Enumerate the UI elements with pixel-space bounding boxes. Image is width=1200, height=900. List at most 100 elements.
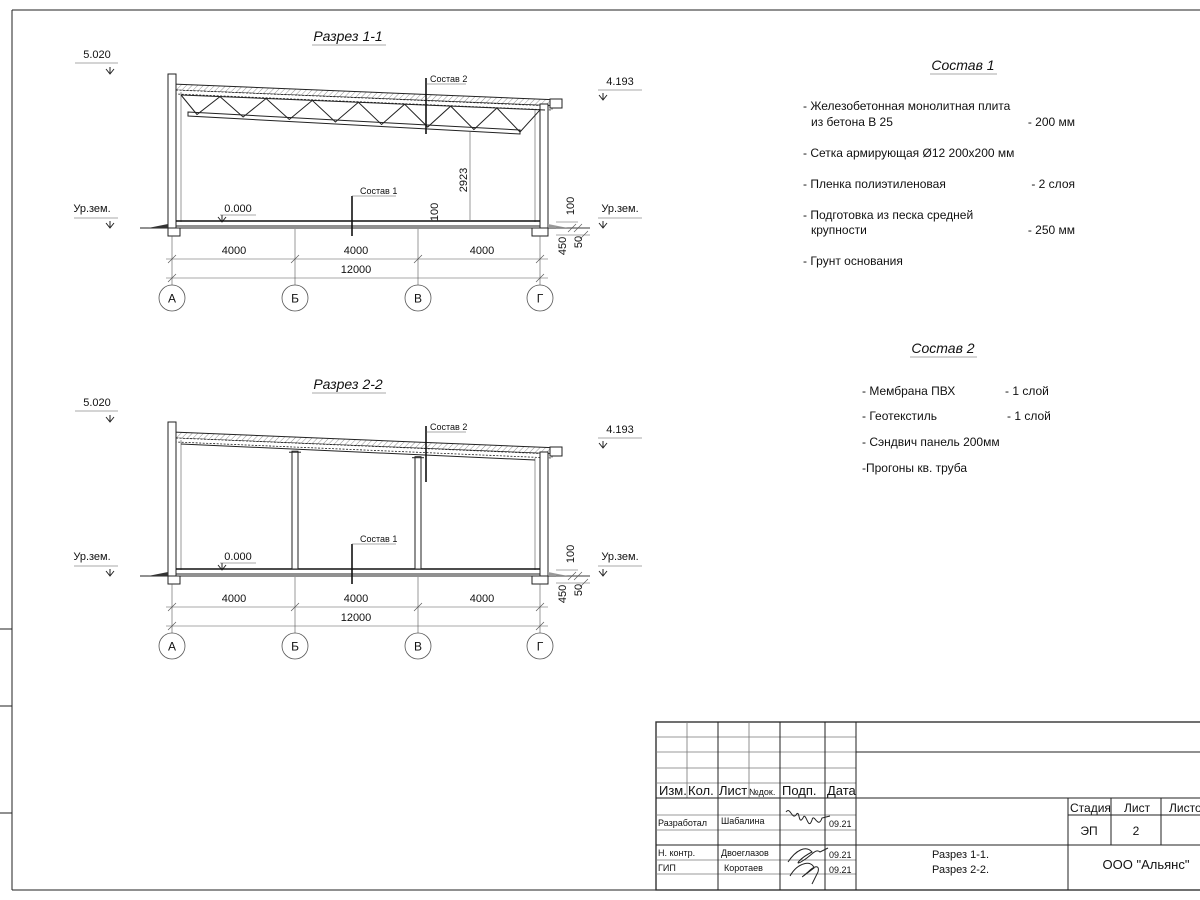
span-dimension-label: 4000 bbox=[344, 245, 368, 257]
right-wall bbox=[539, 451, 549, 577]
floor-level-label: 0.000 bbox=[224, 203, 252, 215]
height-dimension-label: 2923 bbox=[458, 168, 470, 192]
level-mark-icon bbox=[598, 221, 608, 229]
dimension-tick bbox=[290, 602, 300, 612]
composition-1-title: Состав 1 bbox=[931, 57, 994, 73]
level-mark-icon bbox=[105, 67, 115, 75]
axis-bubble bbox=[526, 632, 554, 660]
truss-web bbox=[180, 94, 541, 133]
header-izm: Изм. bbox=[659, 783, 687, 798]
level-mark-icon bbox=[598, 93, 608, 101]
axis-label: В bbox=[414, 292, 422, 306]
ground-level-label: Ур.зем. bbox=[601, 203, 638, 215]
composition-item: - Мембрана ПВХ bbox=[862, 384, 955, 398]
level-top-label: 5.020 bbox=[83, 49, 111, 61]
composition-item: - Подготовка из песка средней bbox=[803, 208, 973, 222]
title-block-grid bbox=[656, 722, 856, 875]
sheets-label: Листов bbox=[1169, 801, 1200, 815]
dimension-tick bbox=[535, 602, 545, 612]
dimension-label: 450 bbox=[557, 237, 569, 255]
name-norm-control: Двоеглазов bbox=[721, 848, 769, 858]
composition-item: - Пленка полиэтиленовая bbox=[803, 177, 946, 191]
composition-1-callout: Состав 1 bbox=[360, 534, 397, 544]
dimension-tick bbox=[535, 273, 545, 283]
roof-purlins bbox=[175, 89, 553, 111]
truss-bottom-chord bbox=[187, 111, 521, 135]
dimension-tick bbox=[535, 621, 545, 631]
stage-value: ЭП bbox=[1080, 824, 1097, 838]
dimension-tick bbox=[535, 254, 545, 264]
composition-item: - Грунт основания bbox=[803, 254, 903, 268]
axis-label: Г bbox=[537, 292, 544, 306]
dimension-tick bbox=[167, 273, 177, 283]
composition-value: - 250 мм bbox=[1028, 223, 1075, 237]
level-mark-icon bbox=[598, 441, 608, 449]
steel-column bbox=[291, 450, 299, 570]
span-dimension-label: 4000 bbox=[470, 245, 494, 257]
ground-level-label: Ур.зем. bbox=[73, 551, 110, 563]
title-block-frame bbox=[655, 721, 1200, 891]
ground-level-label: Ур.зем. bbox=[73, 203, 110, 215]
left-wall bbox=[167, 421, 177, 577]
dimension-ticks bbox=[556, 569, 590, 588]
section-title: Разрез 1-1 bbox=[313, 28, 382, 44]
sheet-title: Разрез 1-1. bbox=[932, 849, 989, 861]
roof-beam bbox=[180, 443, 536, 461]
date-norm-control: 09.21 bbox=[829, 850, 852, 860]
level-mark-icon bbox=[105, 415, 115, 423]
header-sign: Подп. bbox=[782, 783, 817, 798]
signature-norm-control bbox=[787, 847, 829, 864]
company-name: ООО "Альянс" bbox=[1103, 857, 1190, 872]
sheet-value: 2 bbox=[1133, 824, 1140, 838]
section-title: Разрез 2-2 bbox=[313, 376, 383, 392]
header-date: Дата bbox=[827, 783, 857, 798]
dimension-tick bbox=[413, 254, 423, 264]
roof-edge-profile bbox=[549, 98, 563, 109]
composition-item: - Железобетонная монолитная плита bbox=[803, 99, 1011, 113]
axis-label: Б bbox=[291, 292, 299, 306]
dimension-label: 50 bbox=[573, 584, 585, 596]
stage-label: Стадия bbox=[1070, 801, 1111, 815]
total-dimension-label: 12000 bbox=[341, 612, 372, 624]
span-dimension-label: 4000 bbox=[470, 593, 494, 605]
span-dimension-label: 4000 bbox=[222, 245, 246, 257]
composition-1-legend: Состав 1 - Железобетонная монолитная пли… bbox=[803, 57, 1075, 268]
axis-bubble bbox=[158, 632, 186, 660]
truss-top-chord bbox=[180, 94, 546, 111]
dimension-tick bbox=[290, 254, 300, 264]
composition-item: из бетона В 25 bbox=[811, 115, 893, 129]
ground-hatch bbox=[148, 224, 168, 228]
date-chief-engineer: 09.21 bbox=[829, 865, 852, 875]
role-chief-engineer: ГИП bbox=[658, 863, 676, 873]
signature-chief-engineer bbox=[789, 862, 819, 885]
header-list: Лист bbox=[719, 783, 747, 798]
level-eave-label: 4.193 bbox=[606, 76, 634, 88]
foundation-right bbox=[531, 575, 549, 585]
composition-value: - 200 мм bbox=[1028, 115, 1075, 129]
composition-value: - 2 слоя bbox=[1031, 177, 1075, 191]
dimension-tick bbox=[167, 602, 177, 612]
axis-label: Г bbox=[537, 640, 544, 654]
dimension-tick bbox=[167, 621, 177, 631]
steel-column bbox=[414, 456, 422, 570]
name-developer: Шабалина bbox=[721, 816, 764, 826]
section-1: Разрез 1-1 5.020 4.193 Ур.зем. Ур.зем. 0.000 2… bbox=[73, 28, 642, 312]
floor-level-label: 0.000 bbox=[224, 551, 252, 563]
axis-bubble bbox=[404, 632, 432, 660]
ground-hatch bbox=[148, 572, 168, 576]
signature-developer bbox=[785, 810, 831, 825]
title-block-main-lines bbox=[656, 722, 1200, 890]
name-chief-engineer: Коротаев bbox=[724, 863, 763, 873]
composition-2-callout: Состав 2 bbox=[430, 74, 467, 84]
section-2: Разрез 2-2 5.020 4.193 Ур.зем. Ур.зем. 0.000 С… bbox=[73, 376, 642, 660]
level-mark-icon bbox=[105, 221, 115, 229]
span-dimension-label: 4000 bbox=[344, 593, 368, 605]
dimension-label: 50 bbox=[573, 236, 585, 248]
axis-label: Б bbox=[291, 640, 299, 654]
level-eave-label: 4.193 bbox=[606, 424, 634, 436]
title-block: Изм. Кол. Лист №док. Подп. Дата Разработ… bbox=[655, 721, 1200, 891]
axis-bubble bbox=[158, 284, 186, 312]
axis-bubble bbox=[404, 284, 432, 312]
composition-item: - Сетка армирующая Ø12 200x200 мм bbox=[803, 146, 1014, 160]
